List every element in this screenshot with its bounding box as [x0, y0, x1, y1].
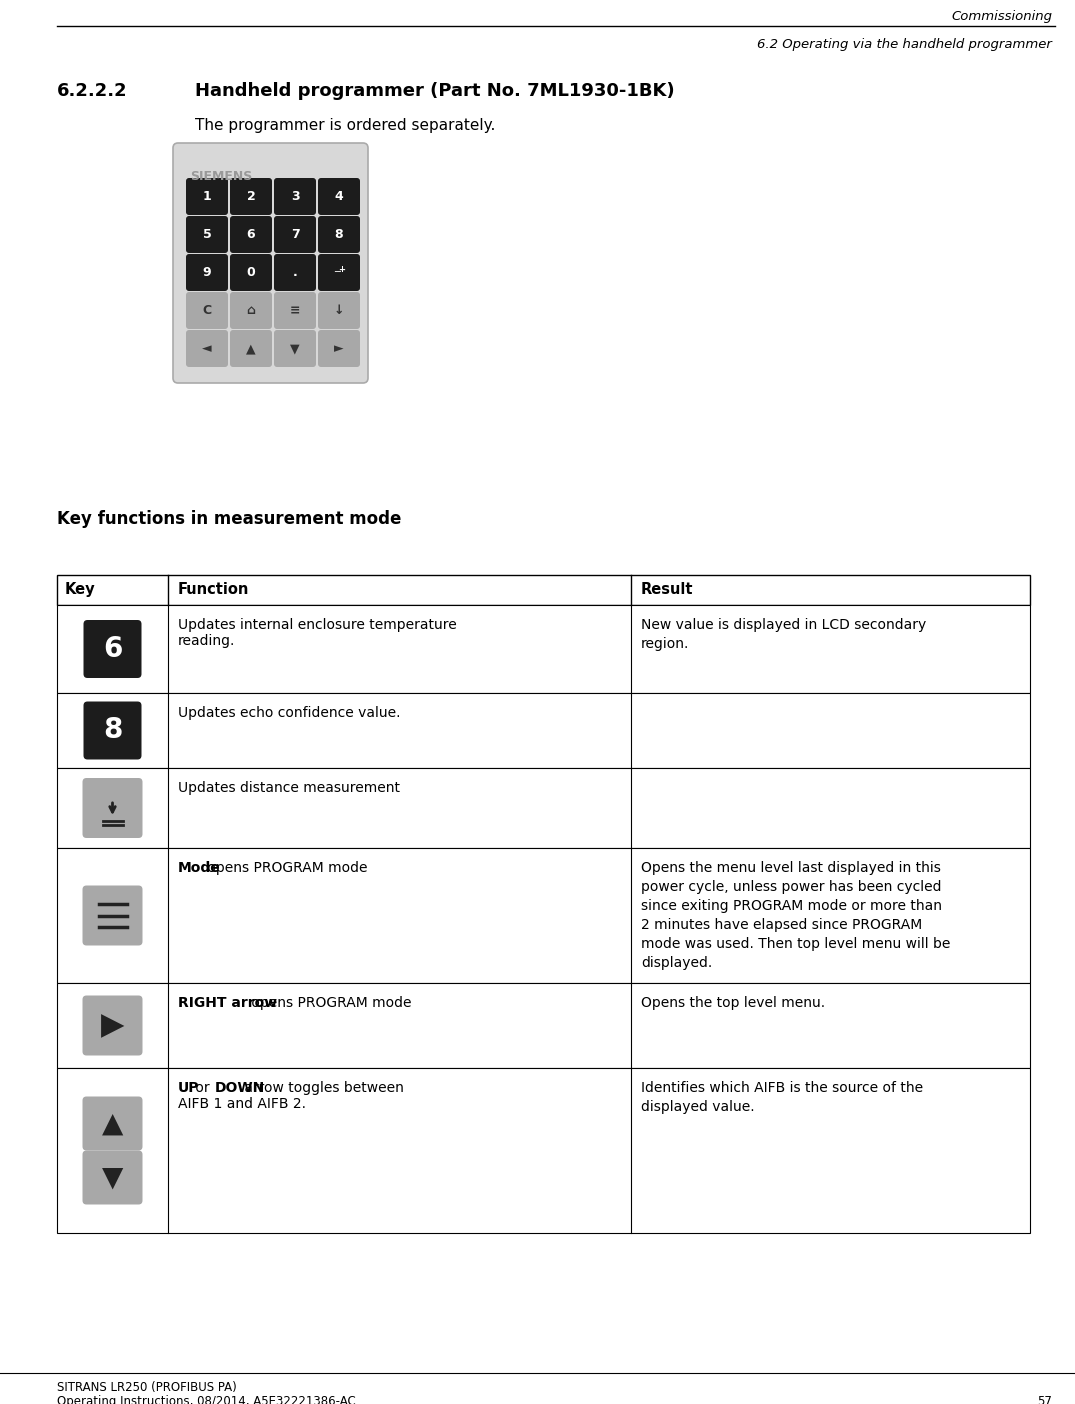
Text: or: or — [190, 1081, 214, 1095]
FancyBboxPatch shape — [186, 330, 228, 366]
Text: ─: ─ — [334, 268, 340, 278]
Text: ⌂: ⌂ — [246, 305, 256, 317]
Text: The programmer is ordered separately.: The programmer is ordered separately. — [195, 118, 496, 133]
Text: UP: UP — [178, 1081, 200, 1095]
FancyBboxPatch shape — [84, 702, 142, 760]
Text: arrow toggles between: arrow toggles between — [240, 1081, 404, 1095]
FancyBboxPatch shape — [274, 178, 316, 215]
Text: 6.2.2.2: 6.2.2.2 — [57, 81, 128, 100]
Bar — [57, 576, 1030, 605]
Text: 6: 6 — [103, 635, 123, 663]
Text: 3: 3 — [290, 190, 299, 204]
FancyBboxPatch shape — [318, 216, 360, 253]
Bar — [57, 694, 1030, 768]
Text: Mode: Mode — [178, 861, 220, 875]
FancyBboxPatch shape — [186, 292, 228, 329]
FancyBboxPatch shape — [83, 778, 143, 838]
Text: ▲: ▲ — [102, 1109, 124, 1137]
Text: Handheld programmer (Part No. 7ML1930-1BK): Handheld programmer (Part No. 7ML1930-1B… — [195, 81, 675, 100]
Text: Commissioning: Commissioning — [951, 10, 1052, 22]
Text: Identifies which AIFB is the source of the
displayed value.: Identifies which AIFB is the source of t… — [641, 1081, 923, 1113]
Text: reading.: reading. — [178, 635, 235, 649]
Text: Key functions in measurement mode: Key functions in measurement mode — [57, 510, 401, 528]
Text: opens PROGRAM mode: opens PROGRAM mode — [203, 861, 368, 875]
Text: .: . — [292, 265, 298, 279]
Bar — [57, 848, 1030, 983]
FancyBboxPatch shape — [274, 292, 316, 329]
Text: Key: Key — [64, 583, 96, 597]
Text: DOWN: DOWN — [215, 1081, 264, 1095]
Text: Updates echo confidence value.: Updates echo confidence value. — [178, 706, 401, 720]
Text: 0: 0 — [246, 265, 256, 279]
Text: ►: ► — [334, 343, 344, 355]
Text: 6.2 Operating via the handheld programmer: 6.2 Operating via the handheld programme… — [757, 38, 1052, 51]
FancyBboxPatch shape — [274, 330, 316, 366]
FancyBboxPatch shape — [83, 1097, 143, 1150]
Text: Function: Function — [178, 583, 249, 597]
FancyBboxPatch shape — [230, 178, 272, 215]
Text: 57: 57 — [1037, 1396, 1052, 1404]
FancyBboxPatch shape — [173, 143, 368, 383]
FancyBboxPatch shape — [186, 178, 228, 215]
Text: RIGHT arrow: RIGHT arrow — [178, 995, 277, 1009]
Text: ◄: ◄ — [202, 343, 212, 355]
FancyBboxPatch shape — [230, 292, 272, 329]
FancyBboxPatch shape — [318, 254, 360, 291]
Text: 2: 2 — [246, 190, 256, 204]
Text: 5: 5 — [202, 227, 212, 241]
Text: C: C — [202, 305, 212, 317]
FancyBboxPatch shape — [274, 216, 316, 253]
Text: New value is displayed in LCD secondary
region.: New value is displayed in LCD secondary … — [641, 618, 927, 651]
Text: 4: 4 — [334, 190, 343, 204]
Text: Result: Result — [641, 583, 693, 597]
Text: opens PROGRAM mode: opens PROGRAM mode — [247, 995, 412, 1009]
FancyBboxPatch shape — [83, 1150, 143, 1205]
FancyBboxPatch shape — [274, 254, 316, 291]
Text: ≡: ≡ — [290, 305, 300, 317]
FancyBboxPatch shape — [83, 995, 143, 1056]
Text: 8: 8 — [103, 716, 123, 744]
FancyBboxPatch shape — [83, 886, 143, 945]
Text: AIFB 1 and AIFB 2.: AIFB 1 and AIFB 2. — [178, 1097, 306, 1111]
Text: Operating Instructions, 08/2014, A5E32221386-AC: Operating Instructions, 08/2014, A5E3222… — [57, 1396, 356, 1404]
Text: 6: 6 — [246, 227, 256, 241]
Text: Updates internal enclosure temperature: Updates internal enclosure temperature — [178, 618, 457, 632]
Text: 9: 9 — [203, 265, 212, 279]
Bar — [57, 1068, 1030, 1233]
Text: Opens the menu level last displayed in this
power cycle, unless power has been c: Opens the menu level last displayed in t… — [641, 861, 950, 970]
Text: ▲: ▲ — [246, 343, 256, 355]
FancyBboxPatch shape — [318, 178, 360, 215]
Text: SITRANS LR250 (PROFIBUS PA): SITRANS LR250 (PROFIBUS PA) — [57, 1382, 236, 1394]
Bar — [57, 768, 1030, 848]
Text: SIEMENS: SIEMENS — [190, 170, 253, 183]
Text: 8: 8 — [334, 227, 343, 241]
FancyBboxPatch shape — [230, 216, 272, 253]
Text: 1: 1 — [202, 190, 212, 204]
Bar — [57, 605, 1030, 694]
FancyBboxPatch shape — [84, 621, 142, 678]
Text: ▼: ▼ — [102, 1164, 124, 1192]
FancyBboxPatch shape — [318, 292, 360, 329]
FancyBboxPatch shape — [318, 330, 360, 366]
Text: ↓: ↓ — [333, 305, 344, 317]
Text: ▼: ▼ — [290, 343, 300, 355]
Text: Opens the top level menu.: Opens the top level menu. — [641, 995, 826, 1009]
Text: ▶: ▶ — [101, 1011, 125, 1040]
Text: +: + — [339, 265, 345, 274]
Bar — [57, 983, 1030, 1068]
FancyBboxPatch shape — [186, 216, 228, 253]
Text: Updates distance measurement: Updates distance measurement — [178, 781, 400, 795]
FancyBboxPatch shape — [230, 254, 272, 291]
FancyBboxPatch shape — [230, 330, 272, 366]
FancyBboxPatch shape — [186, 254, 228, 291]
Text: 7: 7 — [290, 227, 299, 241]
